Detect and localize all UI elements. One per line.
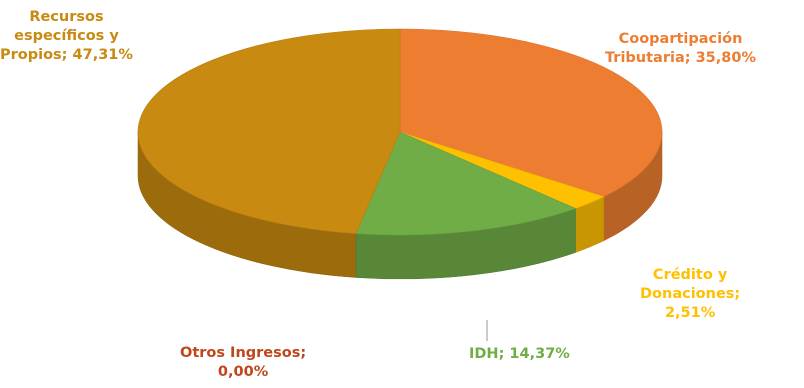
label-line: Donaciones; [640, 286, 741, 302]
slice-recursos-especificos-y-propios [137, 28, 401, 234]
label-line: 2,51% [664, 305, 716, 321]
label-line: Coopartipación [618, 31, 743, 47]
slice-coopartipacion-tributaria [399, 28, 663, 197]
label-idh: IDH; 14,37% [469, 345, 570, 364]
label-line: Recursos [29, 9, 104, 25]
label-credito-donaciones: Crédito y Donaciones; 2,51% [640, 266, 740, 323]
label-line: específicos y [14, 28, 119, 44]
label-line: Propios; 47,31% [0, 47, 133, 63]
label-line: Otros Ingresos; [180, 345, 307, 361]
label-line: IDH; 14,37% [469, 346, 570, 362]
pie-sides [137, 131, 663, 280]
slice-idh [355, 131, 577, 236]
label-line: Crédito y [652, 267, 728, 283]
label-line: Tributaria; 35,80% [605, 50, 756, 66]
label-cooparticipacion-tributaria: Coopartipación Tributaria; 35,80% [605, 30, 756, 68]
label-recursos-especificos-propios: Recursos específicos y Propios; 47,31% [0, 8, 133, 65]
pie-top [137, 28, 663, 236]
label-otros-ingresos: Otros Ingresos; 0,00% [180, 344, 306, 382]
label-line: 0,00% [217, 364, 269, 380]
